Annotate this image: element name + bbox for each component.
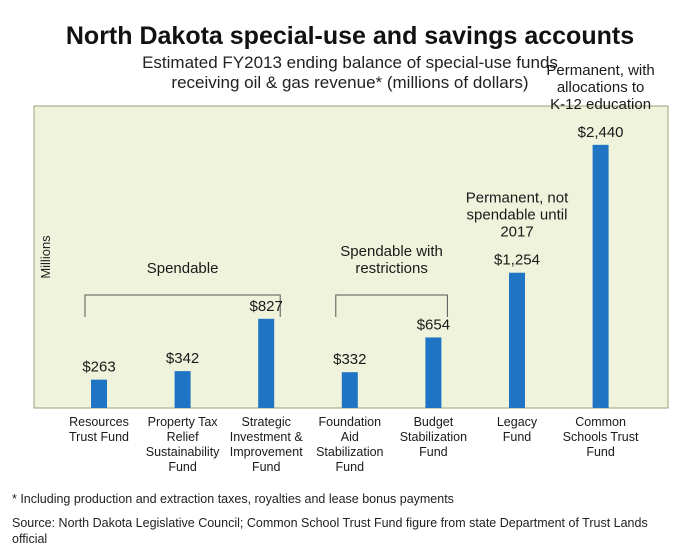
subtitle-line-1: Estimated FY2013 ending balance of speci…	[142, 53, 558, 72]
value-label-3: $332	[333, 351, 366, 368]
value-labels: $263 $342 $827 $332 $654 $1,254 $2,440	[82, 124, 623, 376]
bar-2	[258, 318, 275, 408]
category-label-3: Foundation Aid Stabilization Fund	[316, 415, 383, 474]
bar-5	[509, 272, 525, 408]
category-label-2: Strategic Investment & Improvement Fund	[230, 415, 304, 474]
category-label-6: Common Schools Trust Fund	[563, 415, 639, 459]
y-axis-label: Millions	[38, 235, 53, 279]
category-label-4: Budget Stabilization Fund	[400, 415, 467, 459]
value-label-2: $827	[250, 298, 283, 315]
chart-title: North Dakota special-use and savings acc…	[65, 22, 635, 50]
bar-3	[341, 372, 358, 408]
category-label-0: Resources Trust Fund	[69, 415, 129, 444]
group-annotation-3: Permanent, with allocations to K-12 educat…	[546, 62, 654, 113]
group-bracket-0	[84, 294, 281, 317]
group-annotation-0: Spendable	[147, 260, 219, 277]
plot-area	[33, 105, 669, 409]
category-labels: Resources Trust Fund Property Tax Relief Sus…	[69, 415, 639, 474]
subtitle-line-2: receiving oil & gas revenue* (millions o…	[171, 73, 529, 92]
group-annotations: Spendable Spendable with restrictions Perma…	[84, 62, 655, 317]
group-bracket-1	[335, 294, 448, 317]
chart-subtitle: Estimated FY2013 ending balance of speci…	[0, 53, 700, 93]
category-label-5: Legacy Fund	[497, 415, 538, 444]
bar-chart: Spendable Spendable with restrictions Perma…	[33, 62, 669, 474]
value-label-0: $263	[82, 359, 115, 376]
category-label-1: Property Tax Relief Sustainability Fund	[146, 415, 220, 474]
value-label-6: $2,440	[578, 124, 624, 141]
bar-0	[91, 379, 107, 408]
value-label-4: $654	[417, 316, 450, 333]
value-label-5: $1,254	[494, 252, 540, 269]
source-note: Source: North Dakota Legislative Council…	[12, 516, 648, 546]
group-annotation-2: Permanent, not spendable until 2017	[466, 190, 569, 241]
bar-1	[174, 371, 191, 408]
footnote: * Including production and extraction ta…	[12, 492, 454, 506]
group-annotation-1: Spendable with restrictions	[340, 243, 443, 277]
bars	[91, 144, 609, 409]
bar-4	[425, 337, 442, 408]
value-label-1: $342	[166, 350, 199, 367]
bar-6	[592, 144, 609, 409]
